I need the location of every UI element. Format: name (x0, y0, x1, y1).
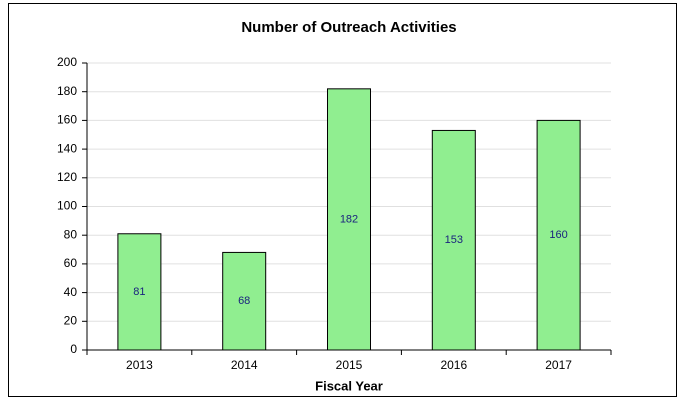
y-tick-label: 100 (57, 199, 77, 213)
x-tick-label: 2014 (231, 358, 258, 372)
bar (327, 88, 371, 351)
value-label: 160 (549, 229, 567, 241)
x-tick-label: 2017 (545, 358, 572, 372)
x-tick-label: 2016 (440, 358, 467, 372)
x-tick-label: 2013 (126, 358, 153, 372)
value-label: 68 (238, 295, 250, 307)
value-label: 153 (445, 234, 463, 246)
y-tick-label: 160 (57, 113, 77, 127)
value-label: 81 (133, 286, 145, 298)
bar (222, 251, 267, 351)
y-tick-label: 80 (64, 227, 78, 241)
y-tick-label: 180 (57, 84, 77, 98)
y-tick-label: 60 (64, 256, 78, 270)
y-tick-label: 120 (57, 170, 77, 184)
value-label: 182 (340, 213, 358, 225)
bar (536, 119, 581, 351)
y-tick-label: 0 (70, 342, 77, 356)
y-tick-label: 140 (57, 141, 77, 155)
x-axis-title: Fiscal Year (315, 378, 383, 393)
y-tick-label: 200 (57, 55, 77, 69)
bar (431, 129, 476, 351)
y-tick-label: 20 (64, 313, 78, 327)
y-tick-label: 40 (64, 285, 78, 299)
chart-title: Number of Outreach Activities (241, 19, 456, 36)
x-tick-label: 2015 (336, 358, 363, 372)
bar (117, 233, 162, 351)
